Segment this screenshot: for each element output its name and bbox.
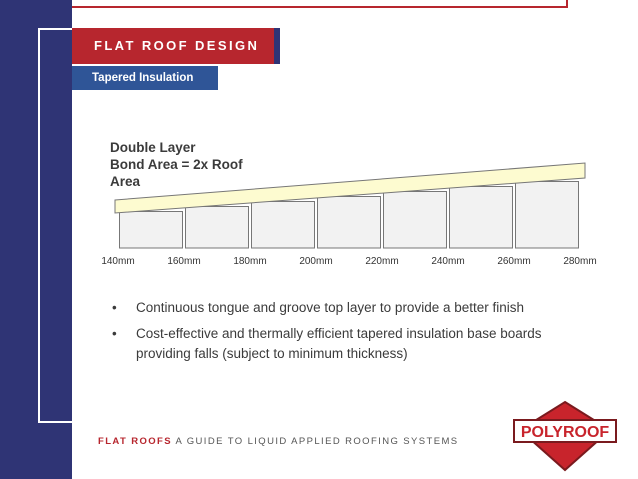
top-layer bbox=[114, 162, 586, 214]
slide-title: FLAT ROOF DESIGN bbox=[72, 28, 280, 64]
bullet-item: • Cost-effective and thermally efficient… bbox=[112, 324, 592, 364]
bullet-dot-icon: • bbox=[112, 326, 117, 341]
bullet-list: • Continuous tongue and groove top layer… bbox=[112, 298, 592, 370]
decorative-frame-top bbox=[72, 0, 568, 8]
left-band bbox=[0, 0, 72, 479]
bullet-dot-icon: • bbox=[112, 300, 117, 315]
tapered-insulation-diagram: 140mm 160mm 180mm 200mm 220mm 240mm 260mm 280mm bbox=[101, 162, 597, 267]
insulation-board bbox=[317, 196, 381, 249]
insulation-board bbox=[119, 211, 183, 249]
bullet-text: Cost-effective and thermally efficient t… bbox=[136, 326, 542, 361]
insulation-board bbox=[515, 181, 579, 249]
insulation-board bbox=[251, 201, 315, 249]
insulation-board bbox=[185, 206, 249, 249]
footer: FLAT ROOFS A GUIDE TO LIQUID APPLIED ROO… bbox=[98, 436, 459, 447]
bullet-text: Continuous tongue and groove top layer t… bbox=[136, 300, 525, 315]
diagram-caption: Double Layer Bond Area = 2x Roof Area bbox=[110, 140, 243, 189]
footer-text: A GUIDE TO LIQUID APPLIED ROOFING SYSTEM… bbox=[171, 436, 459, 447]
bullet-item: • Continuous tongue and groove top layer… bbox=[112, 298, 592, 318]
insulation-board bbox=[449, 186, 513, 249]
thickness-label: 280mm bbox=[563, 256, 596, 267]
thickness-label: 160mm bbox=[167, 256, 200, 267]
slide-subtitle: Tapered Insulation bbox=[72, 66, 218, 90]
thickness-label: 140mm bbox=[101, 256, 134, 267]
insulation-board bbox=[383, 191, 447, 249]
thickness-label: 260mm bbox=[497, 256, 530, 267]
thickness-label: 200mm bbox=[299, 256, 332, 267]
footer-accent: FLAT ROOFS bbox=[98, 436, 172, 447]
thickness-label: 220mm bbox=[365, 256, 398, 267]
logo-text: POLYROOF bbox=[521, 424, 610, 441]
thickness-label: 180mm bbox=[233, 256, 266, 267]
thickness-label: 240mm bbox=[431, 256, 464, 267]
polyroof-logo: POLYROOF bbox=[513, 400, 617, 472]
